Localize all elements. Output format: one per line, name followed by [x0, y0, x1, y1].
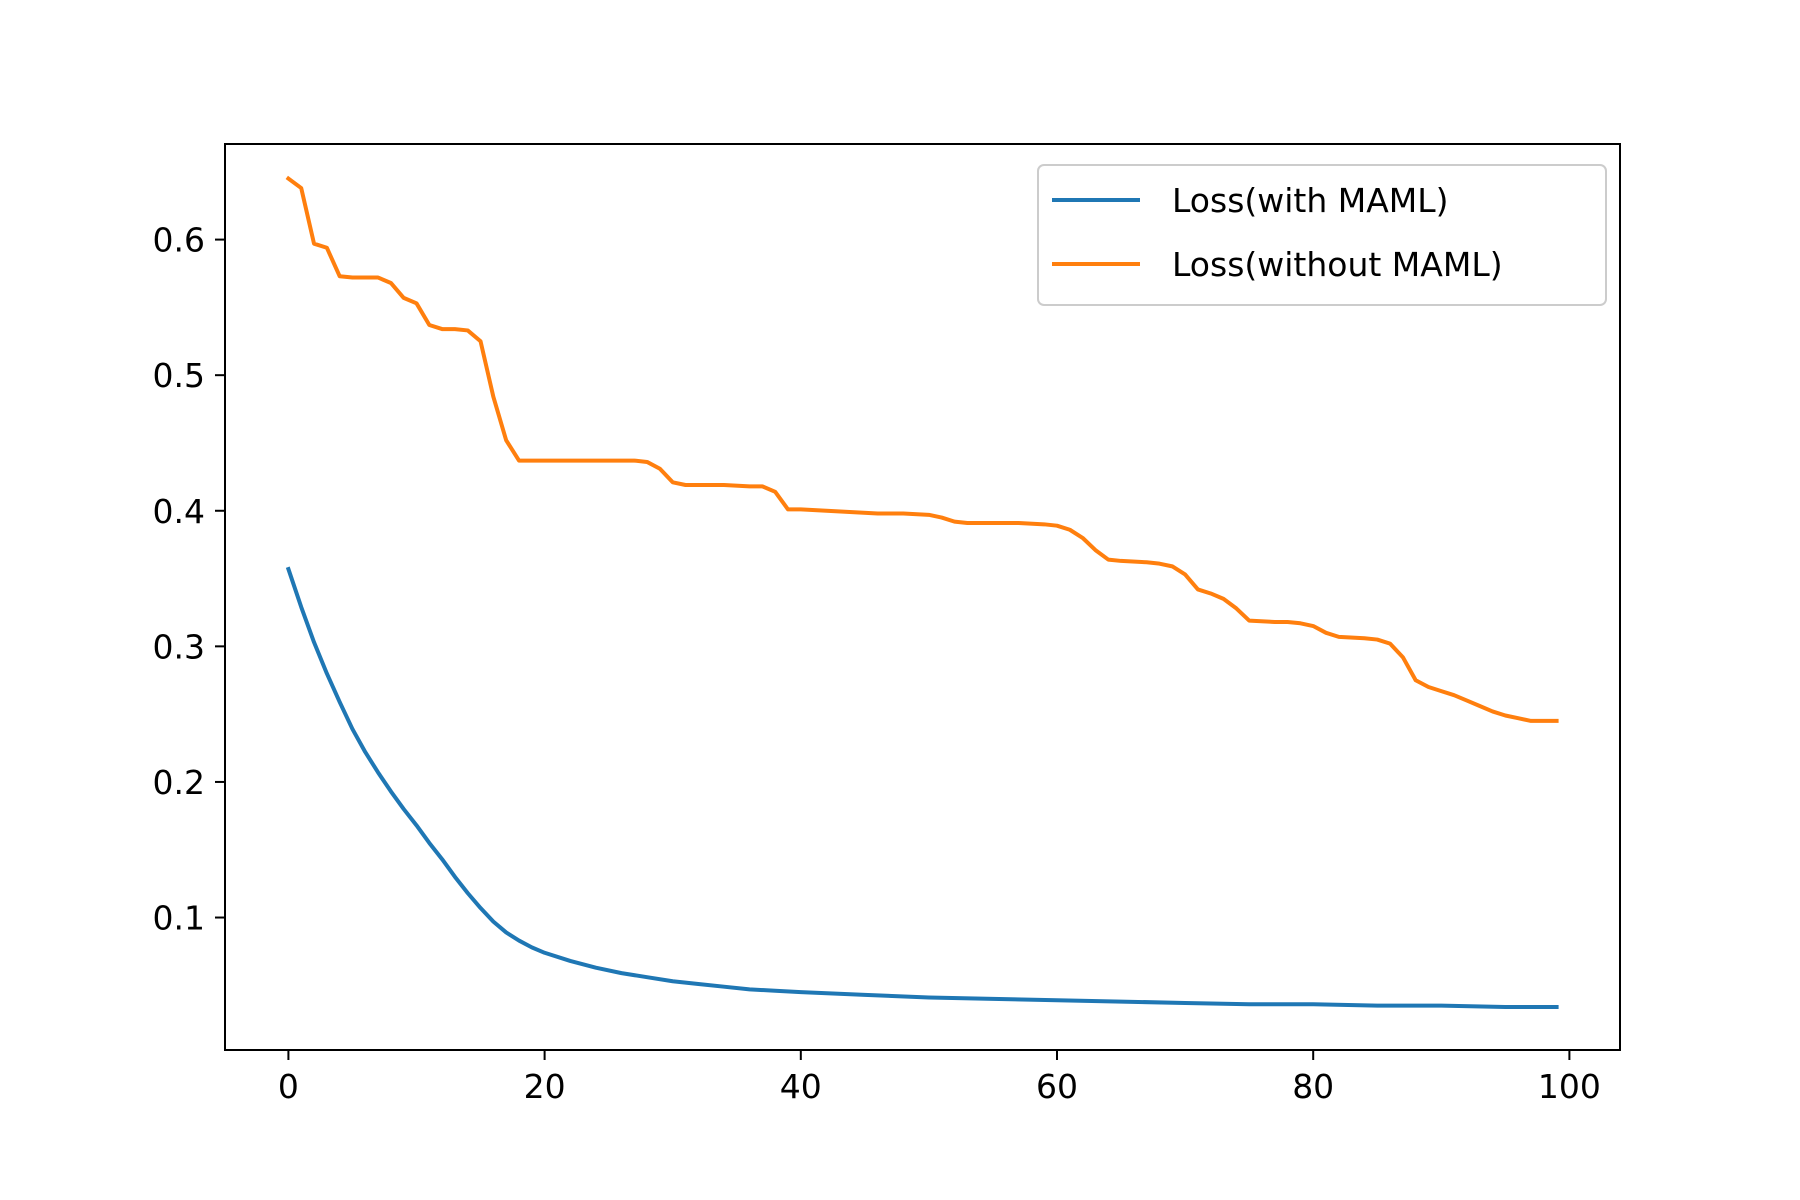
legend-box	[1037, 164, 1607, 306]
series-line-1	[285, 566, 1559, 1010]
series-lines	[285, 175, 1559, 1010]
x-tick-label: 100	[1538, 1067, 1601, 1106]
series-line-2	[285, 175, 1559, 723]
y-tick-label: 0.3	[153, 627, 205, 666]
legend-label: Loss(with MAML)	[1172, 181, 1449, 220]
legend-label: Loss(without MAML)	[1172, 245, 1503, 284]
y-tick-label: 0.6	[153, 221, 205, 260]
y-tick-label: 0.4	[153, 492, 205, 531]
y-tick-label: 0.1	[153, 899, 205, 938]
plot-area-frame	[224, 143, 1621, 1051]
x-axis: 0 20 40 60 80 100	[278, 1050, 1601, 1106]
x-tick-label: 80	[1292, 1067, 1334, 1106]
y-tick-label: 0.5	[153, 356, 205, 395]
x-tick-label: 0	[278, 1067, 299, 1106]
x-tick-label: 60	[1036, 1067, 1078, 1106]
x-tick-label: 40	[780, 1067, 822, 1106]
y-axis: 0.1 0.2 0.3 0.4 0.5 0.6	[153, 221, 225, 938]
y-tick-label: 0.2	[153, 763, 205, 802]
legend: Loss(with MAML) Loss(without MAML)	[1037, 164, 1607, 306]
x-tick-label: 20	[524, 1067, 566, 1106]
